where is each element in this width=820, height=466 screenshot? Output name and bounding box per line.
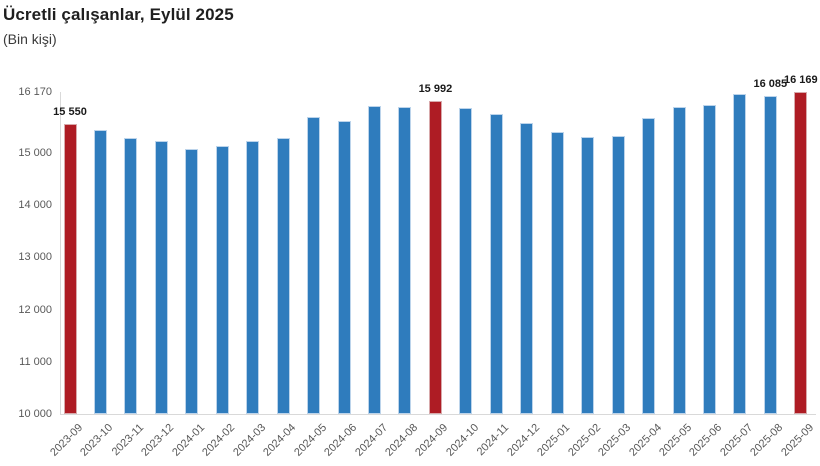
- bar-value-label: 16 085: [753, 78, 788, 91]
- bar: [368, 105, 381, 414]
- bar: [93, 130, 107, 414]
- bar: [702, 104, 716, 414]
- bar: [581, 137, 595, 414]
- bar: [733, 94, 747, 414]
- y-tick-label: 16 170: [18, 86, 52, 98]
- bar: [398, 107, 412, 414]
- bar-highlighted: [428, 101, 442, 414]
- chart-subtitle: (Bin kişi): [3, 31, 57, 47]
- bar: [642, 118, 656, 414]
- y-tick-label: 10 000: [18, 408, 52, 420]
- x-axis-line: [60, 414, 816, 415]
- bar: [276, 137, 290, 414]
- y-tick-label: 14 000: [18, 199, 52, 212]
- bar: [337, 121, 351, 414]
- y-axis-line: [60, 92, 61, 414]
- bar: [763, 96, 777, 414]
- bar: [611, 135, 625, 414]
- bar: [215, 146, 229, 414]
- bar: [489, 114, 503, 414]
- bar-value-label: 15 550: [53, 106, 87, 119]
- bar: [185, 149, 199, 414]
- bar: [124, 137, 138, 414]
- chart-title: Ücretli çalışanlar, Eylül 2025: [3, 5, 234, 24]
- y-tick-label: 12 000: [18, 303, 52, 316]
- bar: [459, 108, 473, 414]
- bar: [246, 141, 260, 414]
- y-tick-label: 15 000: [18, 147, 52, 160]
- y-tick-label: 11 000: [19, 355, 52, 368]
- bar: [550, 131, 564, 414]
- bar-value-label: 16 169: [783, 74, 818, 87]
- bar-highlighted: [63, 124, 77, 414]
- bar-value-label: 15 992: [418, 83, 453, 96]
- bar: [672, 106, 686, 414]
- bar: [154, 140, 168, 414]
- bar: [520, 122, 534, 414]
- bar: [307, 116, 321, 414]
- y-tick-label: 13 000: [18, 251, 52, 264]
- bar-highlighted: [794, 92, 808, 414]
